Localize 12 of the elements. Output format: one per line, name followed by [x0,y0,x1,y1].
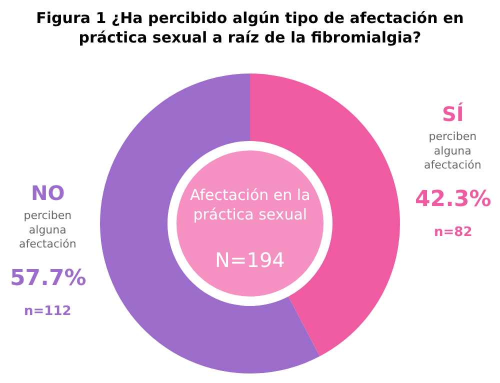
text: n=82 [434,225,472,240]
chart-title: Figura 1 ¿Ha percibido algún tipo de afectación en práctica sexual a raíz de la fibromialgia? [36,8,464,46]
text: perciben alguna afectación [19,209,76,251]
text: n=112 [24,304,72,319]
data-label: 57.7% [10,266,86,291]
text: Afectación en la práctica sexual [190,186,310,224]
donut-slice [100,74,320,374]
data-label: 42.3% [415,187,492,212]
slice-label: NO [31,181,65,205]
text: N=194 [215,248,285,272]
text: perciben alguna afectación [424,130,482,172]
slice-label: SÍ [442,102,464,126]
